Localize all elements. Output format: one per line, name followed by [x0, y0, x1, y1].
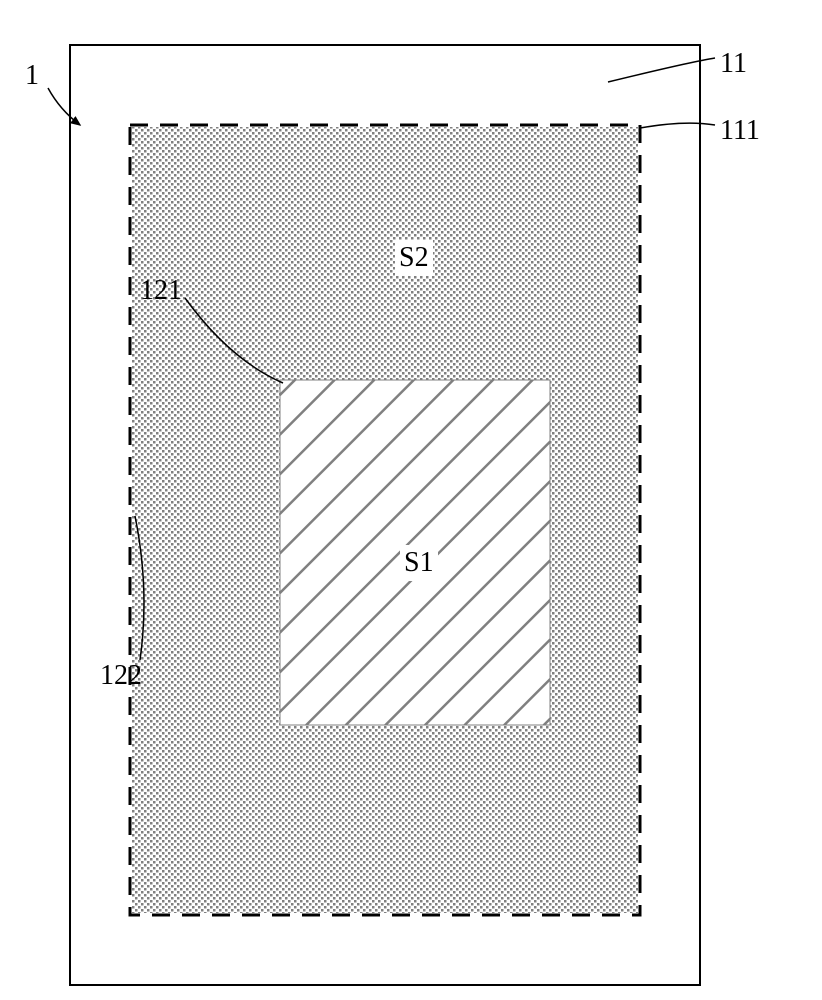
label-ref-122: 122: [100, 660, 142, 692]
label-ref-121: 121: [140, 275, 182, 307]
label-s2: S2: [395, 240, 433, 276]
diagram-svg: [0, 0, 822, 1000]
label-ref-1: 1: [25, 60, 39, 92]
label-s1: S1: [400, 545, 438, 581]
label-ref-11: 11: [720, 48, 747, 80]
label-ref-111: 111: [720, 115, 760, 147]
